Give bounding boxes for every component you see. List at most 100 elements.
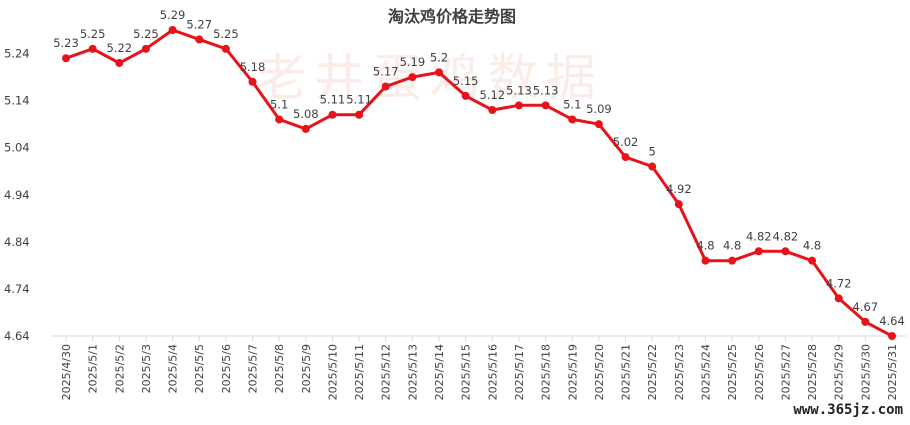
data-point (195, 35, 204, 44)
data-label: 5.09 (586, 102, 612, 116)
y-tick-label: 5.24 (4, 47, 30, 61)
y-tick-label: 5.14 (4, 94, 30, 108)
x-tick-label: 2025/5/30 (859, 344, 872, 400)
data-point (541, 101, 550, 110)
x-tick-label: 2025/5/16 (486, 344, 499, 400)
x-tick-label: 2025/5/28 (806, 344, 819, 400)
x-tick-label: 2025/5/20 (593, 344, 606, 400)
data-label: 4.8 (696, 239, 714, 253)
data-label: 4.82 (746, 229, 772, 243)
x-tick-label: 2025/5/8 (273, 344, 286, 393)
x-tick-label: 2025/5/1 (87, 344, 100, 393)
data-label: 4.64 (879, 314, 905, 328)
data-label: 5.2 (430, 50, 448, 64)
x-tick-label: 2025/5/9 (300, 344, 313, 393)
y-tick-label: 4.84 (4, 235, 30, 249)
data-point (275, 115, 284, 124)
data-label: 5.1 (270, 97, 288, 111)
chart-title: 淘汰鸡价格走势图 (388, 7, 516, 26)
data-point (488, 106, 497, 115)
data-point (408, 73, 417, 82)
data-label: 5.15 (453, 74, 479, 88)
data-point (781, 247, 790, 256)
data-point (701, 256, 710, 265)
y-axis-ticks: 5.24 5.14 5.04 4.94 4.84 4.74 4.64 (4, 47, 30, 343)
data-label: 5.25 (133, 27, 159, 41)
data-label: 5.18 (240, 60, 266, 74)
data-label: 5.13 (533, 83, 559, 97)
data-label: 5.02 (613, 135, 639, 149)
x-tick-label: 2025/4/30 (60, 344, 73, 400)
data-label: 5.08 (293, 107, 319, 121)
data-point (355, 110, 364, 119)
data-points (62, 26, 896, 340)
x-tick-label: 2025/5/26 (753, 344, 766, 400)
data-point (808, 256, 817, 265)
x-tick-label: 2025/5/13 (406, 344, 419, 400)
data-label: 4.67 (853, 300, 879, 314)
data-point (168, 26, 177, 34)
y-tick-label: 5.04 (4, 141, 30, 155)
data-point (514, 101, 523, 110)
x-tick-label: 2025/5/15 (460, 344, 473, 400)
data-label: 5.29 (160, 8, 186, 22)
data-label: 5.19 (400, 55, 426, 69)
data-labels: 5.235.255.225.255.295.275.255.185.15.085… (53, 8, 905, 328)
data-label: 5.17 (373, 64, 399, 78)
x-tick-label: 2025/5/18 (540, 344, 553, 400)
series-line (65, 28, 893, 338)
data-point (834, 294, 843, 303)
data-point (328, 110, 337, 119)
data-point (754, 247, 763, 256)
data-label: 5 (649, 145, 656, 159)
data-label: 4.8 (803, 239, 821, 253)
data-label: 5.25 (213, 27, 239, 41)
data-label: 5.22 (106, 41, 132, 55)
data-point (115, 58, 124, 67)
data-point (435, 68, 444, 77)
data-point (888, 332, 896, 340)
x-tick-label: 2025/5/27 (779, 344, 792, 400)
x-tick-label: 2025/5/29 (833, 344, 846, 400)
data-label: 5.11 (320, 93, 346, 107)
x-tick-label: 2025/5/31 (886, 344, 899, 400)
x-tick-label: 2025/5/21 (620, 344, 633, 400)
x-tick-label: 2025/5/5 (193, 344, 206, 393)
data-point (62, 54, 70, 63)
data-point (141, 44, 150, 53)
data-label: 5.11 (346, 93, 372, 107)
x-tick-label: 2025/5/10 (326, 344, 339, 400)
x-tick-label: 2025/5/24 (699, 344, 712, 400)
y-tick-label: 4.74 (4, 282, 30, 296)
x-tick-label: 2025/5/6 (220, 344, 233, 393)
x-tick-label: 2025/5/4 (167, 344, 180, 393)
data-label: 4.92 (666, 182, 692, 196)
x-axis-ticks: 2025/4/30 2025/5/1 2025/5/2 2025/5/3 2025/5/… (60, 336, 899, 400)
x-tick-label: 2025/5/22 (646, 344, 659, 400)
x-tick-label: 2025/5/2 (113, 344, 126, 393)
data-label: 4.82 (773, 229, 799, 243)
watermark-text: 老井蛋鸡数据 (256, 49, 604, 107)
y-tick-label: 4.94 (4, 188, 30, 202)
data-point (568, 115, 577, 124)
data-point (594, 120, 603, 129)
data-label: 5.27 (186, 17, 212, 31)
data-point (674, 200, 683, 209)
data-point (381, 82, 390, 91)
data-point (648, 162, 657, 171)
data-label: 5.23 (53, 36, 79, 50)
data-point (861, 317, 870, 326)
x-tick-label: 2025/5/17 (513, 344, 526, 400)
data-point (301, 124, 310, 133)
data-point (248, 77, 257, 86)
x-tick-label: 2025/5/12 (380, 344, 393, 400)
site-watermark: www.365jz.com (793, 402, 903, 418)
x-tick-label: 2025/5/3 (140, 344, 153, 393)
data-label: 4.8 (723, 239, 741, 253)
x-tick-label: 2025/5/25 (726, 344, 739, 400)
x-tick-label: 2025/5/23 (673, 344, 686, 400)
data-point (461, 91, 470, 100)
data-label: 5.13 (506, 83, 532, 97)
data-label: 5.25 (80, 27, 106, 41)
